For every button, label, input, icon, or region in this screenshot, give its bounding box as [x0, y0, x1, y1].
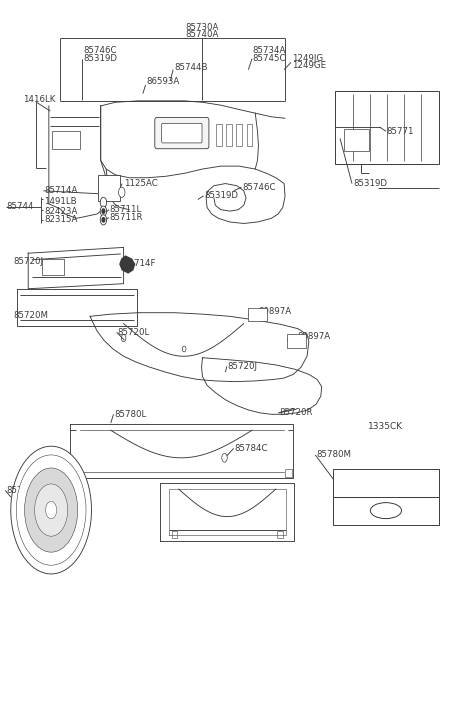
Bar	[110, 180, 117, 198]
Ellipse shape	[369, 502, 401, 518]
Text: 1416LK: 1416LK	[22, 95, 55, 104]
Bar	[100, 180, 107, 198]
Text: 85780M: 85780M	[315, 451, 351, 459]
Text: 85711R: 85711R	[110, 213, 143, 222]
Circle shape	[24, 468, 78, 553]
Text: 85734A: 85734A	[252, 46, 285, 55]
Polygon shape	[120, 256, 134, 273]
Text: 89897A: 89897A	[297, 332, 330, 341]
Text: 85740A: 85740A	[185, 31, 218, 39]
Text: 85720R: 85720R	[279, 409, 313, 417]
FancyBboxPatch shape	[161, 124, 202, 143]
Text: 1335CK: 1335CK	[368, 422, 403, 431]
Text: 1249GE: 1249GE	[291, 62, 325, 71]
Text: 85720J: 85720J	[227, 362, 257, 371]
Text: 85714F: 85714F	[123, 259, 156, 268]
Bar	[332, 497, 438, 525]
Text: 1491LB: 1491LB	[44, 197, 77, 206]
Circle shape	[100, 214, 106, 225]
Text: 1335CK: 1335CK	[335, 497, 368, 506]
Bar	[248, 308, 266, 321]
Text: 85319D: 85319D	[204, 191, 238, 201]
Text: 85780F: 85780F	[6, 486, 39, 495]
Text: 86593A: 86593A	[146, 78, 179, 87]
Text: 82423A: 82423A	[44, 206, 78, 216]
Text: 82315A: 82315A	[44, 215, 78, 225]
Text: 85745C: 85745C	[252, 54, 285, 63]
Circle shape	[102, 217, 105, 222]
Text: 85720J: 85720J	[13, 257, 44, 265]
Circle shape	[118, 187, 125, 197]
Text: 85780L: 85780L	[114, 410, 146, 419]
Circle shape	[16, 455, 86, 565]
Circle shape	[100, 197, 106, 207]
Text: 85319D: 85319D	[352, 179, 386, 188]
Bar	[343, 129, 368, 151]
Bar	[72, 470, 78, 477]
Bar	[98, 174, 120, 201]
Bar	[236, 124, 242, 146]
Circle shape	[100, 206, 106, 216]
Text: 85720L: 85720L	[118, 328, 150, 337]
Circle shape	[221, 454, 227, 462]
FancyBboxPatch shape	[154, 118, 208, 149]
Bar	[226, 124, 232, 146]
Bar	[285, 470, 291, 477]
Text: 1249JG: 1249JG	[291, 54, 322, 63]
Circle shape	[102, 209, 105, 213]
Circle shape	[34, 484, 67, 537]
Text: 85746C: 85746C	[242, 182, 275, 192]
Text: 85319D: 85319D	[83, 54, 117, 63]
Bar	[277, 531, 282, 539]
Bar	[246, 124, 252, 146]
Text: 85714A: 85714A	[44, 186, 78, 196]
Bar	[287, 334, 305, 348]
Bar	[216, 124, 222, 146]
Text: 85771: 85771	[385, 126, 413, 136]
Text: 85744: 85744	[6, 202, 34, 212]
Circle shape	[121, 334, 126, 342]
Bar	[332, 469, 438, 497]
Text: 85730A: 85730A	[185, 23, 218, 32]
Circle shape	[182, 346, 185, 352]
Text: 85746C: 85746C	[83, 46, 117, 55]
Text: 89897A: 89897A	[258, 307, 291, 316]
Circle shape	[45, 502, 56, 519]
Text: 85744B: 85744B	[174, 63, 207, 72]
Bar	[42, 259, 64, 275]
Bar	[171, 531, 177, 539]
Circle shape	[11, 446, 91, 574]
Text: 1125AC: 1125AC	[123, 179, 157, 188]
Text: 85784C: 85784C	[234, 444, 268, 453]
Bar	[335, 92, 438, 164]
Text: 85720M: 85720M	[13, 311, 49, 320]
Bar	[52, 131, 79, 149]
Text: 85711L: 85711L	[110, 205, 142, 214]
